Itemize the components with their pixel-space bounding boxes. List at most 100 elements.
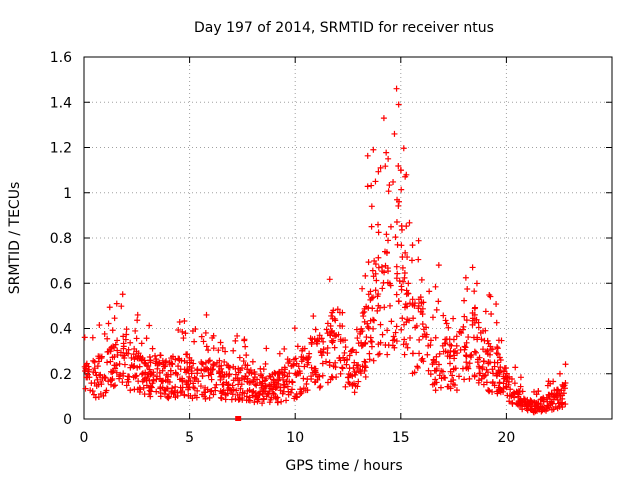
x-tick-label: 15 xyxy=(392,430,410,446)
data-point xyxy=(419,311,426,318)
data-point xyxy=(328,373,335,380)
data-point xyxy=(472,304,479,311)
data-point xyxy=(131,386,138,393)
data-point xyxy=(273,395,280,402)
data-point xyxy=(432,387,439,394)
data-point xyxy=(294,343,301,350)
data-point xyxy=(234,375,241,382)
data-point xyxy=(404,344,411,351)
data-point xyxy=(225,381,232,388)
data-point xyxy=(354,335,361,342)
data-point xyxy=(190,360,197,367)
data-point xyxy=(400,278,407,285)
data-point xyxy=(453,333,460,340)
data-point xyxy=(398,242,405,249)
data-point xyxy=(359,328,366,335)
data-point xyxy=(381,269,388,276)
data-point xyxy=(494,388,501,395)
data-point xyxy=(464,285,471,292)
data-point xyxy=(120,345,127,352)
data-point xyxy=(493,350,500,357)
data-point xyxy=(409,242,416,249)
data-point xyxy=(181,391,188,398)
data-point xyxy=(432,376,439,383)
data-point xyxy=(189,327,196,334)
data-point xyxy=(495,337,502,344)
data-point xyxy=(348,347,355,354)
data-point xyxy=(323,326,330,333)
data-point xyxy=(232,337,239,344)
data-point xyxy=(465,334,472,341)
data-point xyxy=(471,348,478,355)
data-point xyxy=(504,392,511,399)
data-point xyxy=(538,396,545,403)
data-point xyxy=(252,381,259,388)
data-point xyxy=(300,375,307,382)
x-tick-label: 10 xyxy=(286,430,304,446)
data-point xyxy=(556,403,563,410)
data-point xyxy=(259,400,266,407)
data-point xyxy=(439,342,446,349)
data-point xyxy=(383,231,390,238)
data-point xyxy=(172,369,179,376)
data-point xyxy=(330,337,337,344)
data-point xyxy=(429,381,436,388)
data-point xyxy=(194,367,201,374)
data-point xyxy=(417,294,424,301)
data-point xyxy=(380,279,387,286)
data-point xyxy=(112,365,119,372)
data-point xyxy=(393,323,400,330)
data-point xyxy=(209,334,216,341)
data-point xyxy=(98,353,105,360)
data-point xyxy=(463,352,470,359)
data-point xyxy=(342,344,349,351)
data-point xyxy=(208,376,215,383)
data-point xyxy=(253,392,260,399)
data-point xyxy=(260,366,267,373)
data-point xyxy=(453,387,460,394)
data-point xyxy=(336,322,343,329)
data-point xyxy=(210,361,217,368)
data-point xyxy=(527,397,534,404)
data-point xyxy=(343,361,350,368)
data-point xyxy=(134,317,141,324)
data-point xyxy=(89,334,96,341)
data-point xyxy=(548,399,555,406)
data-point xyxy=(92,369,99,376)
data-point xyxy=(241,390,248,397)
data-point xyxy=(469,310,476,317)
data-point xyxy=(491,359,498,366)
data-point xyxy=(416,336,423,343)
data-point xyxy=(403,291,410,298)
y-tick-label: 1.2 xyxy=(50,141,72,157)
data-point xyxy=(228,396,235,403)
data-point xyxy=(364,320,371,327)
data-point xyxy=(193,394,200,401)
data-point xyxy=(353,326,360,333)
data-point xyxy=(475,379,482,386)
data-point xyxy=(472,349,479,356)
data-point xyxy=(493,301,500,308)
data-point xyxy=(435,361,442,368)
data-point xyxy=(508,393,515,400)
data-point xyxy=(320,346,327,353)
data-point xyxy=(202,329,209,336)
data-point xyxy=(491,382,498,389)
data-point xyxy=(127,364,134,371)
data-point xyxy=(408,257,415,264)
data-point xyxy=(494,344,501,351)
data-point xyxy=(480,328,487,335)
data-point xyxy=(476,364,483,371)
data-point xyxy=(342,337,349,344)
data-point xyxy=(237,385,244,392)
data-point xyxy=(232,365,239,372)
data-point xyxy=(217,376,224,383)
data-point xyxy=(364,152,371,159)
data-point xyxy=(377,321,384,328)
data-point xyxy=(289,362,296,369)
data-point xyxy=(426,288,433,295)
data-point xyxy=(352,371,359,378)
data-point xyxy=(361,362,368,369)
data-point xyxy=(215,347,222,354)
data-point xyxy=(95,358,102,365)
